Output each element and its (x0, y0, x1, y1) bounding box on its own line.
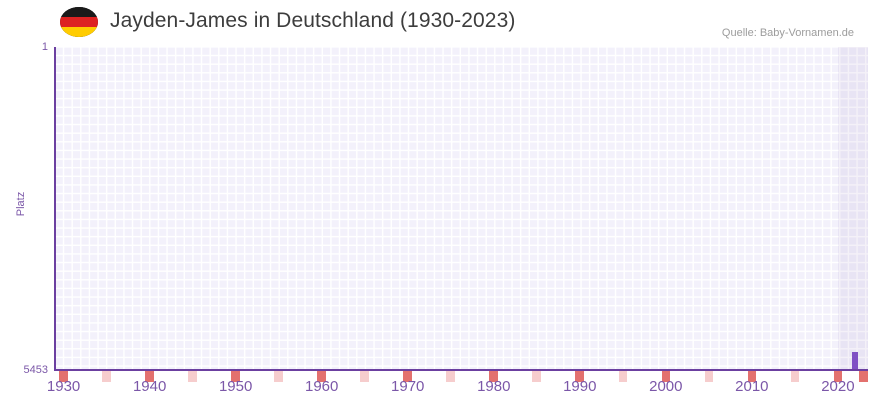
x-tick-major-2000 (661, 371, 671, 382)
x-tick-minor-1995 (618, 371, 628, 382)
x-tick-major-2023 (859, 371, 868, 382)
x-tick-major-1950 (231, 371, 240, 382)
x-axis-label-1960: 1960 (305, 378, 339, 395)
x-tick-major-1930 (59, 371, 68, 382)
x-tick-minor-2005 (704, 371, 714, 382)
x-tick-minor-1945 (188, 371, 197, 382)
x-axis-label-2000: 2000 (649, 378, 683, 395)
x-axis-label-1990: 1990 (563, 378, 597, 395)
x-tick-major-1940 (145, 371, 154, 382)
x-tick-minor-1985 (532, 371, 542, 382)
x-axis-label-2020: 2020 (821, 378, 855, 395)
x-axis-label-1930: 1930 (46, 378, 81, 395)
x-tick-minor-1975 (446, 371, 456, 382)
x-tick-major-1990 (575, 371, 585, 382)
y-axis-line (54, 47, 56, 371)
x-axis-line (55, 369, 868, 371)
flag-stripe-gold (60, 27, 98, 37)
x-tick-major-1960 (317, 371, 326, 382)
x-axis-label-1950: 1950 (218, 378, 253, 395)
bar-2022[interactable] (851, 352, 859, 370)
x-axis-label-2010: 2010 (735, 378, 769, 395)
highlight-region (837, 47, 868, 370)
x-tick-major-2020 (833, 371, 843, 382)
german-flag-icon (60, 7, 98, 37)
flag-stripe-black (60, 7, 98, 17)
x-axis-label-1940: 1940 (132, 378, 167, 395)
x-tick-minor-1965 (360, 371, 369, 382)
x-axis-label-1970: 1970 (391, 378, 425, 395)
grid-lines (55, 47, 868, 370)
x-axis-label-1980: 1980 (477, 378, 511, 395)
flag-stripe-red (60, 17, 98, 27)
y-axis-tick-top: 1 (41, 41, 48, 53)
x-tick-minor-2015 (790, 371, 800, 382)
y-axis-title: Platz (15, 191, 27, 217)
plot-area (55, 47, 868, 370)
x-tick-major-2010 (747, 371, 757, 382)
source-attribution: Quelle: Baby-Vornamen.de (721, 27, 854, 39)
chart-title: Jayden-James in Deutschland (1930-2023) (110, 9, 516, 32)
x-axis-tick-labels: 1930 1940 1950 1960 1970 1980 1990 2000 2010 2020 (0, 378, 873, 402)
x-tick-major-1980 (489, 371, 499, 382)
x-tick-minor-1955 (274, 371, 283, 382)
x-tick-minor-1935 (102, 371, 111, 382)
y-axis-tick-bottom: 5453 (23, 364, 48, 376)
x-tick-major-1970 (403, 371, 413, 382)
chart-header: Jayden-James in Deutschland (1930-2023) … (0, 0, 873, 47)
